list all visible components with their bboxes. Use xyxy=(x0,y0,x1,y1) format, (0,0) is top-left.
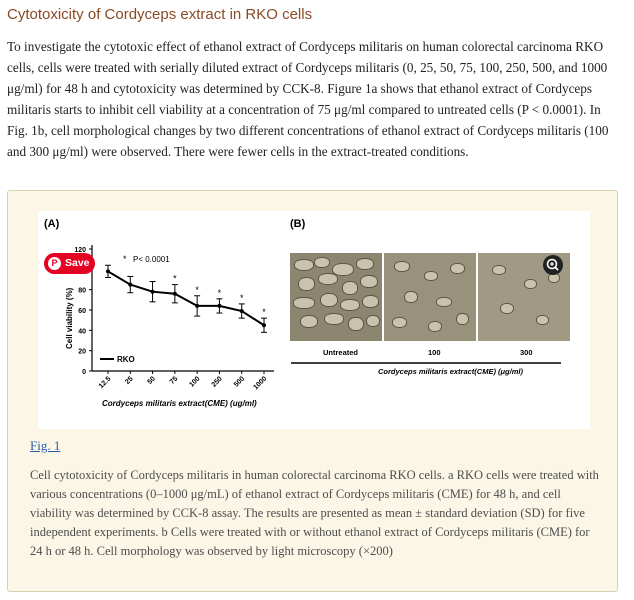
figure-image[interactable]: (A) (B) P< 0.0001 * 0 20 40 60 80 100 120 12.5… xyxy=(38,211,590,429)
y-axis-label: Cell viability (%) xyxy=(65,287,74,349)
figure-box: (A) (B) P< 0.0001 * 0 20 40 60 80 100 120 12.5… xyxy=(7,190,618,592)
micrograph-untreated xyxy=(290,253,382,341)
data-point xyxy=(106,269,110,274)
data-point xyxy=(172,291,177,296)
data-point xyxy=(239,309,244,314)
data-point xyxy=(150,289,155,294)
significance-marker: * xyxy=(123,254,127,264)
figure-caption: Cell cytotoxicity of Cordyceps militaris… xyxy=(30,468,599,558)
significance-star: * xyxy=(195,285,199,295)
pinterest-icon: P xyxy=(48,257,61,270)
x-tick-label: 50 xyxy=(147,375,158,386)
section-title: Cytotoxicity of Cordyceps extract in RKO… xyxy=(7,6,313,23)
micro-label-300: 300 xyxy=(520,348,533,357)
intro-paragraph: To investigate the cytotoxic effect of e… xyxy=(7,39,609,159)
significance-star: * xyxy=(262,307,266,317)
figure-link[interactable]: Fig. 1 xyxy=(30,438,61,453)
save-label: Save xyxy=(65,257,90,269)
significance-star: * xyxy=(240,293,244,303)
y-tick-label: 20 xyxy=(78,349,86,356)
significance-star: * xyxy=(218,288,222,298)
x-tick-label: 100 xyxy=(188,375,201,388)
x-axis-label: Cordyceps militaris extract(CME) (ug/ml) xyxy=(102,399,257,408)
data-point xyxy=(262,323,266,328)
y-tick-label: 40 xyxy=(78,328,86,335)
pinterest-save-button[interactable]: P Save xyxy=(44,253,95,274)
y-tick-label: 80 xyxy=(78,288,86,295)
micro-label-untreated: Untreated xyxy=(323,348,358,357)
panel-b-label: (B) xyxy=(290,218,306,230)
micro-label-100: 100 xyxy=(428,348,441,357)
x-tick-label: 25 xyxy=(124,375,135,386)
data-point xyxy=(217,303,222,308)
zoom-glyph xyxy=(546,258,559,271)
y-tick-label: 0 xyxy=(82,369,86,376)
x-tick-label: 12.5 xyxy=(98,375,113,390)
legend-label: RKO xyxy=(117,355,135,364)
panel-a-label: (A) xyxy=(44,218,60,230)
micrograph-100 xyxy=(384,253,476,341)
y-tick-label: 120 xyxy=(74,247,86,254)
zoom-icon[interactable] xyxy=(543,255,563,275)
x-tick-label: 250 xyxy=(211,375,224,388)
series-line xyxy=(107,270,265,327)
x-tick-label: 1000 xyxy=(252,375,268,391)
x-tick-label: 75 xyxy=(169,375,180,386)
data-point xyxy=(128,282,133,287)
y-tick-label: 60 xyxy=(78,308,86,315)
significance-label: P< 0.0001 xyxy=(133,255,170,264)
significance-star: * xyxy=(173,274,177,284)
micro-x-label: Cordyceps militaris extract(CME) (μg/ml) xyxy=(378,367,523,376)
data-point xyxy=(195,303,200,308)
x-tick-label: 500 xyxy=(233,375,246,388)
